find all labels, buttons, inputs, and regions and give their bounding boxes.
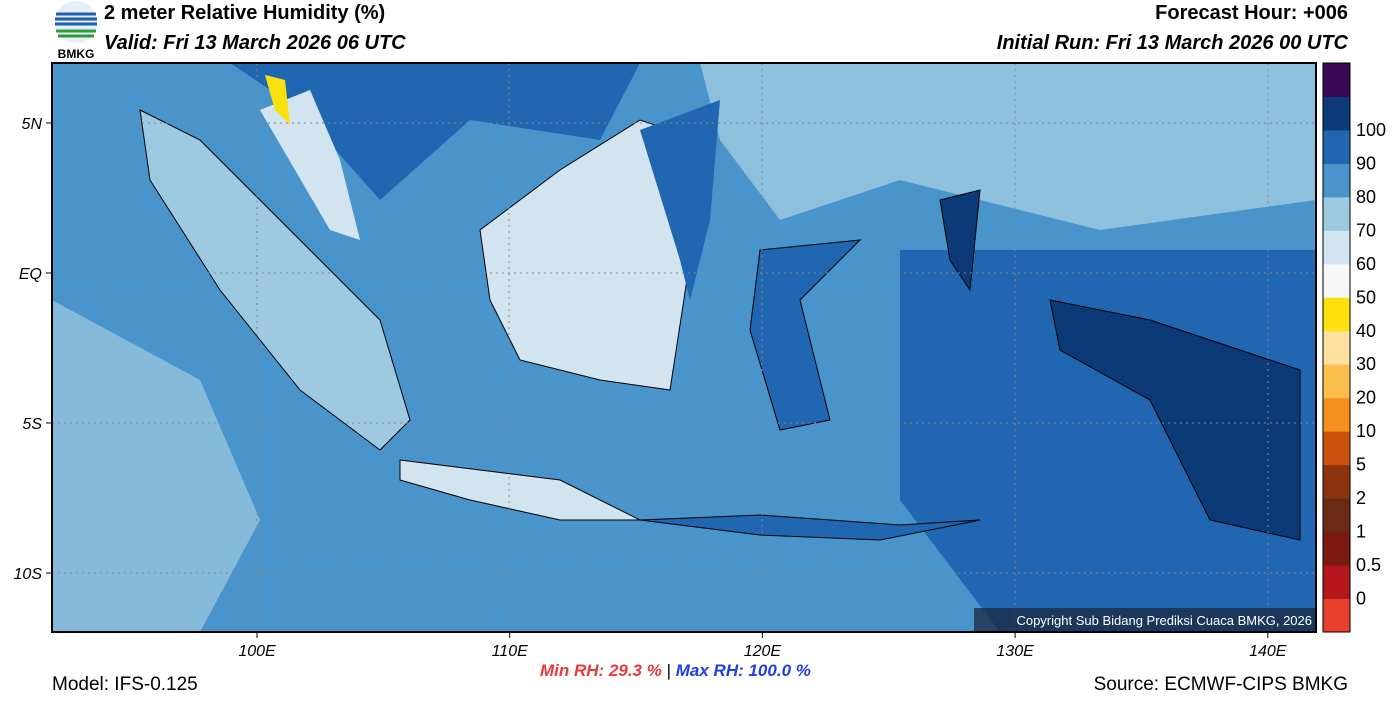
copyright: Copyright Sub Bidang Prediksi Cuaca BMKG… xyxy=(1016,613,1312,628)
colorbar-swatch xyxy=(1323,129,1350,164)
colorbar-swatch xyxy=(1323,397,1350,432)
lon-label: 100E xyxy=(238,643,276,660)
colorbar-frame xyxy=(1322,62,1351,633)
colorbar: 0 0.5 1 2 5 10 20 30 40 50 60 70 80 90 100 xyxy=(1322,62,1386,633)
colorbar-label: 2 xyxy=(1356,488,1366,508)
forecast-hour: Forecast Hour: +006 xyxy=(1155,2,1348,24)
lat-axis: 5N EQ 5S 10S xyxy=(14,116,52,583)
colorbar-label: 10 xyxy=(1356,421,1376,441)
lat-label: 5S xyxy=(22,416,42,433)
lon-label: 110E xyxy=(492,643,529,660)
colorbar-label: 5 xyxy=(1356,455,1366,475)
colorbar-swatch xyxy=(1323,364,1350,399)
logo: BMKG xyxy=(55,1,97,61)
colorbar-swatch xyxy=(1323,63,1350,97)
lat-label: 5N xyxy=(22,116,43,133)
colorbar-swatch xyxy=(1323,598,1350,633)
colorbar-label: 0.5 xyxy=(1356,555,1381,575)
min-rh: Min RH: 29.3 % xyxy=(540,661,662,680)
colorbar-label: 50 xyxy=(1356,287,1376,307)
title: 2 meter Relative Humidity (%) xyxy=(104,2,386,24)
colorbar-label: 0 xyxy=(1356,589,1366,609)
source: Source: ECMWF-CIPS BMKG xyxy=(1093,674,1348,695)
lon-axis: 100E 110E 120E 130E 140E xyxy=(238,632,1287,660)
colorbar-label: 100 xyxy=(1356,120,1386,140)
lon-label: 120E xyxy=(744,643,782,660)
colorbar-swatch xyxy=(1323,297,1350,332)
colorbar-swatch xyxy=(1323,196,1350,231)
colorbar-swatch xyxy=(1323,464,1350,499)
colorbar-label: 80 xyxy=(1356,187,1376,207)
separator: | xyxy=(666,661,672,680)
colorbar-swatch xyxy=(1323,330,1350,365)
lat-label: 10S xyxy=(14,566,43,583)
lat-label: EQ xyxy=(19,266,42,283)
colorbar-swatch xyxy=(1323,531,1350,566)
valid-time: Valid: Fri 13 March 2026 06 UTC xyxy=(104,32,406,54)
colorbar-swatch xyxy=(1323,163,1350,198)
colorbar-swatch xyxy=(1323,96,1350,131)
colorbar-label: 40 xyxy=(1356,321,1376,341)
model: Model: IFS-0.125 xyxy=(52,674,198,695)
colorbar-swatch xyxy=(1323,263,1350,298)
lon-label: 130E xyxy=(996,643,1034,660)
max-rh: Max RH: 100.0 % xyxy=(675,661,811,680)
colorbar-swatch xyxy=(1323,431,1350,466)
colorbar-label: 60 xyxy=(1356,254,1376,274)
colorbar-label: 70 xyxy=(1356,220,1376,240)
colorbar-label: 1 xyxy=(1356,522,1366,542)
colorbar-swatch xyxy=(1323,498,1350,533)
logo-text: BMKG xyxy=(58,47,95,61)
rh-range: Min RH: 29.3 % | Max RH: 100.0 % xyxy=(540,661,811,681)
colorbar-label: 20 xyxy=(1356,388,1376,408)
lon-label: 140E xyxy=(1249,643,1287,660)
colorbar-swatch xyxy=(1323,230,1350,265)
humidity-field: Copyright Sub Bidang Prediksi Cuaca BMKG… xyxy=(52,63,1316,632)
colorbar-label: 90 xyxy=(1356,153,1376,173)
colorbar-swatch xyxy=(1323,565,1350,600)
colorbar-label: 30 xyxy=(1356,354,1376,374)
map-frame xyxy=(51,62,1317,633)
initial-run: Initial Run: Fri 13 March 2026 00 UTC xyxy=(996,32,1348,54)
